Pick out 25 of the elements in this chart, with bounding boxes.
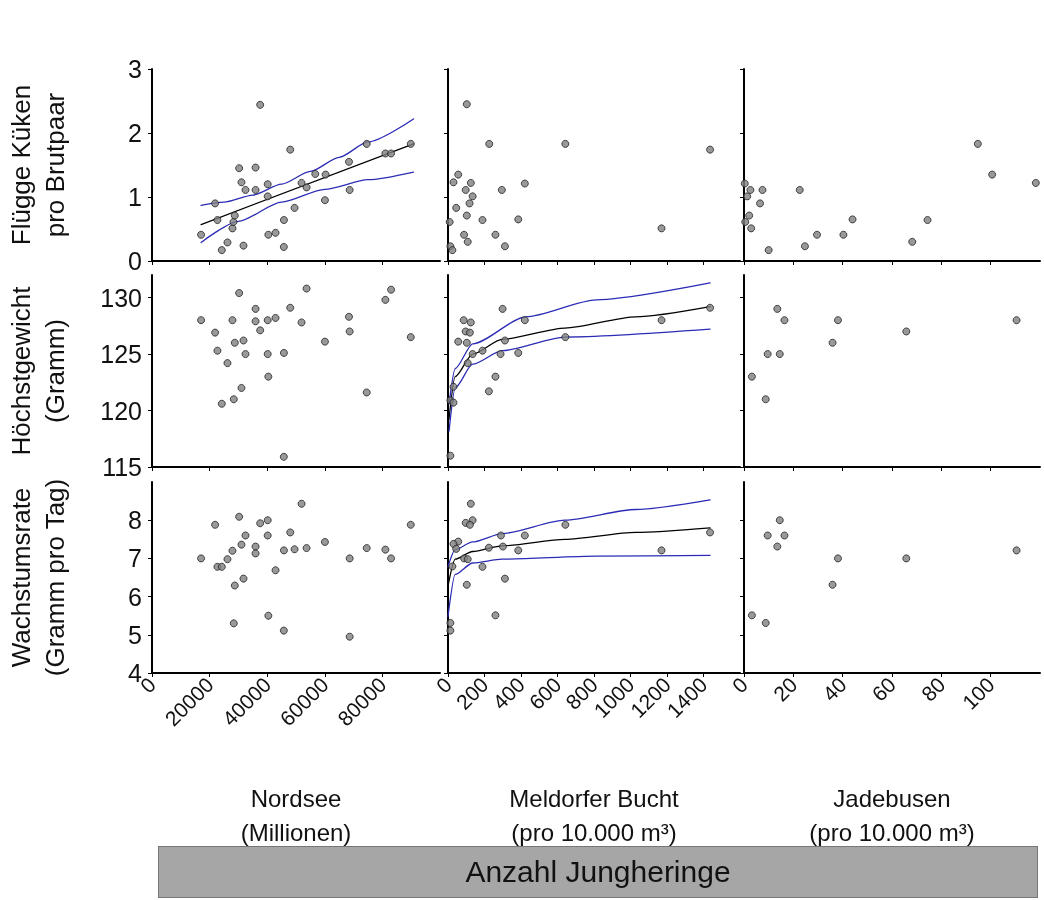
x-axis-title: Meldorfer Bucht (pro 10.000 m³) (509, 784, 680, 846)
x-tick-label: 20 (768, 672, 802, 706)
y-tick-label: 115 (102, 453, 142, 481)
y-tick-label: 5 (128, 620, 142, 649)
y-tick-label: 8 (128, 506, 142, 535)
y-tick-label: 7 (128, 544, 142, 573)
x-tick-label: 40 (818, 672, 851, 706)
y-axis-title: Höchstgewicht (Gramm) (6, 285, 70, 456)
y-tick-label: 120 (100, 396, 142, 425)
y-axis-title: Wachstumsrate (Gramm pro Tag) (6, 478, 70, 677)
y-tick-label: 2 (128, 119, 142, 147)
y-axis-title: Flügge Küken pro Brutpaar (6, 84, 70, 246)
x-tick-label: 0 (727, 672, 753, 698)
y-tick-label: 3 (128, 55, 142, 83)
y-tick-label: 130 (100, 283, 142, 312)
y-tick-label: 1 (128, 183, 142, 211)
x-axis-title: Nordsee (Millionen) (240, 784, 352, 846)
x-tick-label: 100 (957, 672, 999, 714)
y-tick-label: 0 (128, 247, 142, 275)
y-tick-label: 125 (100, 340, 142, 369)
x-axis-title: Jadebusen (pro 10.000 m³) (809, 784, 975, 846)
y-tick-label: 6 (128, 582, 142, 611)
x-tick-label: 80 (916, 672, 950, 706)
x-tick-label: 60 (867, 672, 901, 706)
caption-banner: Anzahl Jungheringe (158, 846, 1038, 898)
